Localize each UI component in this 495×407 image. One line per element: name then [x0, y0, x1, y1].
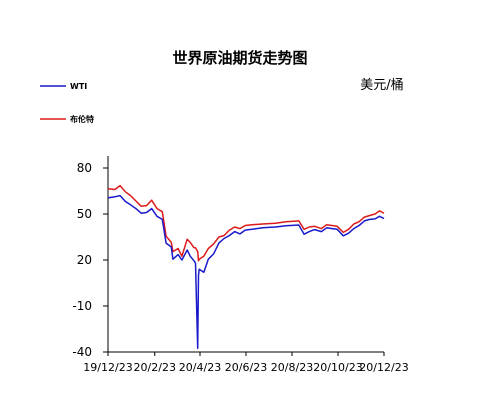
y-tick-label-0: 80: [77, 161, 92, 175]
series-lines: [107, 184, 385, 350]
legend-label-wti: WTI: [70, 82, 87, 91]
x-tick-label-6: 20/12/23: [359, 361, 408, 374]
chart-title: 世界原油期货走势图: [172, 49, 307, 67]
x-ticks: 19/12/23 20/2/23 20/4/23 20/6/23 20/8/23 20/1…: [83, 352, 409, 374]
x-tick-label-2: 20/4/23: [179, 361, 221, 374]
y-ticks: 80 50 20 -10 -40: [72, 161, 108, 359]
axes: [107, 156, 384, 353]
x-tick-label-3: 20/6/23: [225, 361, 267, 374]
x-tick-label-0: 19/12/23: [83, 361, 132, 374]
x-tick-label-1: 20/2/23: [134, 361, 176, 374]
series-line-wti: [107, 194, 385, 350]
legend: WTI 布伦特: [40, 82, 94, 124]
x-tick-label-5: 20/10/23: [313, 361, 362, 374]
y-tick-label-1: 50: [77, 207, 92, 221]
legend-label-brent: 布伦特: [69, 114, 94, 124]
series-line-brent: [107, 184, 385, 262]
y-tick-label-3: -10: [72, 299, 92, 313]
y-tick-label-4: -40: [72, 345, 92, 359]
unit-label: 美元/桶: [360, 78, 403, 93]
y-tick-label-2: 20: [77, 253, 92, 267]
x-tick-label-4: 20/8/23: [271, 361, 313, 374]
